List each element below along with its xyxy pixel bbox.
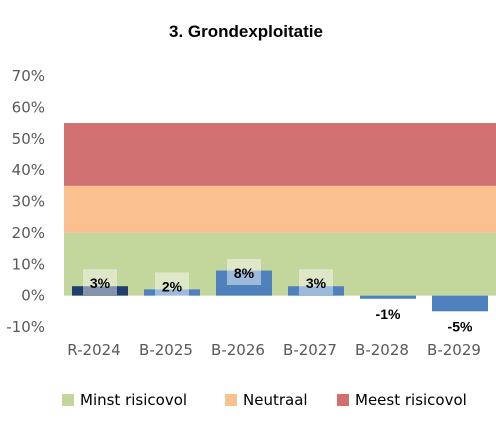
data-label-box xyxy=(371,299,405,326)
bar xyxy=(72,286,128,296)
x-tick-label: B-2027 xyxy=(283,341,337,359)
band-0 xyxy=(64,232,496,296)
x-tick-label: B-2029 xyxy=(427,341,481,359)
data-label: -1% xyxy=(376,306,401,322)
y-axis-ticks: -10% 0% 10% 20% 30% 40% 50% 60% 70% xyxy=(6,67,45,336)
bar xyxy=(432,295,488,312)
bar xyxy=(144,289,200,296)
bar xyxy=(360,295,416,299)
band-1 xyxy=(64,185,496,233)
data-label-box xyxy=(83,269,117,296)
y-tick-label: 30% xyxy=(12,193,45,211)
y-tick-label: 50% xyxy=(12,130,45,148)
x-tick-label: B-2026 xyxy=(211,341,265,359)
x-axis-ticks: R-2024 B-2025 B-2026 B-2027 B-2028 B-2029 xyxy=(67,341,481,359)
data-label: 8% xyxy=(234,265,255,281)
data-label-box xyxy=(443,312,477,339)
bar xyxy=(288,286,344,296)
y-tick-label: 60% xyxy=(12,98,45,116)
data-labels: 3% 2% 8% 3% -1% -5% xyxy=(83,259,477,339)
legend-swatch xyxy=(62,394,74,406)
band-2 xyxy=(64,123,496,186)
risk-bands xyxy=(64,123,496,296)
y-tick-label: -10% xyxy=(6,318,45,336)
x-tick-label: R-2024 xyxy=(67,341,120,359)
y-tick-label: 20% xyxy=(12,224,45,242)
legend: Minst risicovol Neutraal Meest risicovol xyxy=(62,391,467,409)
data-label: 3% xyxy=(90,275,111,291)
legend-label: Meest risicovol xyxy=(355,391,467,409)
y-tick-label: 70% xyxy=(12,67,45,85)
legend-label: Minst risicovol xyxy=(80,391,187,409)
chart-title: 3. Grondexploitatie xyxy=(169,22,323,41)
y-tick-label: 10% xyxy=(12,255,45,273)
x-tick-label: B-2028 xyxy=(355,341,409,359)
data-label: -5% xyxy=(448,318,473,334)
data-label-box xyxy=(227,259,261,285)
data-label-box xyxy=(299,269,333,296)
y-tick-label: 0% xyxy=(21,287,45,305)
data-label: 2% xyxy=(162,278,183,294)
x-tick-label: B-2025 xyxy=(139,341,193,359)
data-label: 3% xyxy=(306,275,327,291)
legend-swatch xyxy=(225,394,237,406)
legend-swatch xyxy=(337,394,349,406)
legend-label: Neutraal xyxy=(243,391,308,409)
y-tick-label: 40% xyxy=(12,161,45,179)
bar xyxy=(216,270,272,296)
bars xyxy=(72,270,488,312)
data-label-box xyxy=(155,272,189,299)
